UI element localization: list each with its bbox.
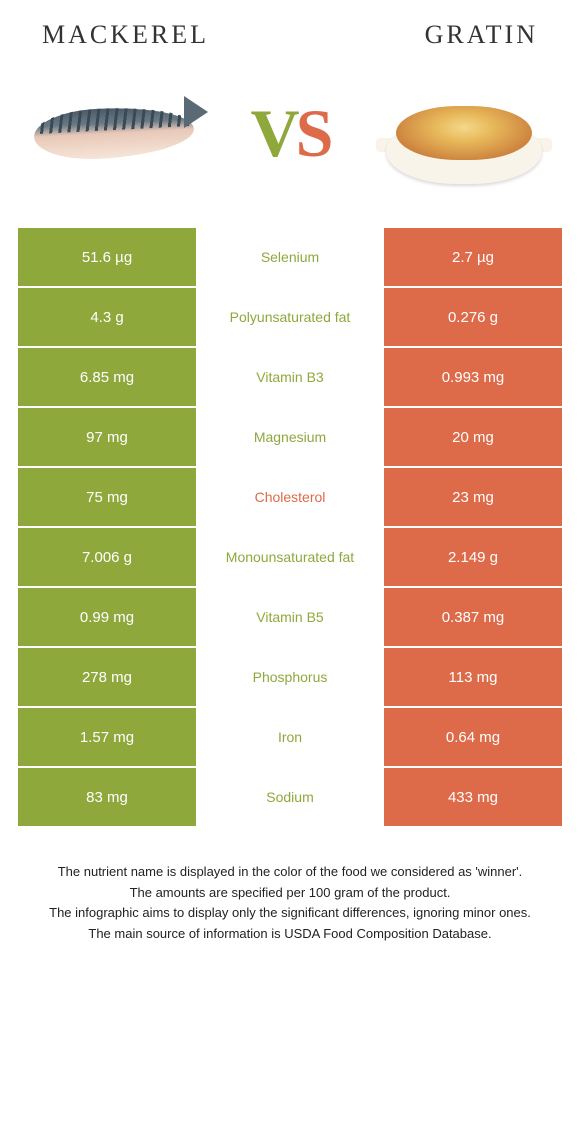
- food-left-title: Mackerel: [42, 20, 209, 50]
- nutrient-name: Phosphorus: [196, 648, 384, 706]
- food-right-title: Gratin: [425, 20, 538, 50]
- nutrient-name: Iron: [196, 708, 384, 766]
- footer-line: The amounts are specified per 100 gram o…: [38, 883, 542, 903]
- right-value: 113 mg: [384, 648, 562, 706]
- vs-label: VS: [251, 94, 330, 173]
- right-value: 2.149 g: [384, 528, 562, 586]
- nutrient-name: Cholesterol: [196, 468, 384, 526]
- nutrient-name: Sodium: [196, 768, 384, 826]
- right-value: 0.993 mg: [384, 348, 562, 406]
- left-value: 1.57 mg: [18, 708, 196, 766]
- table-row: 278 mgPhosphorus113 mg: [18, 648, 562, 706]
- title-row: Mackerel Gratin: [18, 20, 562, 68]
- right-value: 2.7 µg: [384, 228, 562, 286]
- footer-line: The main source of information is USDA F…: [38, 924, 542, 944]
- left-value: 4.3 g: [18, 288, 196, 346]
- vs-row: VS: [18, 68, 562, 228]
- footer-line: The nutrient name is displayed in the co…: [38, 862, 542, 882]
- table-row: 97 mgMagnesium20 mg: [18, 408, 562, 466]
- table-row: 75 mgCholesterol23 mg: [18, 468, 562, 526]
- left-value: 75 mg: [18, 468, 196, 526]
- right-value: 433 mg: [384, 768, 562, 826]
- nutrient-table: 51.6 µgSelenium2.7 µg4.3 gPolyunsaturate…: [18, 228, 562, 826]
- nutrient-name: Monounsaturated fat: [196, 528, 384, 586]
- right-value: 0.387 mg: [384, 588, 562, 646]
- left-value: 6.85 mg: [18, 348, 196, 406]
- nutrient-name: Polyunsaturated fat: [196, 288, 384, 346]
- table-row: 1.57 mgIron0.64 mg: [18, 708, 562, 766]
- footer-notes: The nutrient name is displayed in the co…: [18, 828, 562, 943]
- right-value: 0.276 g: [384, 288, 562, 346]
- nutrient-name: Vitamin B5: [196, 588, 384, 646]
- table-row: 6.85 mgVitamin B30.993 mg: [18, 348, 562, 406]
- table-row: 83 mgSodium433 mg: [18, 768, 562, 826]
- nutrient-name: Vitamin B3: [196, 348, 384, 406]
- table-row: 7.006 gMonounsaturated fat2.149 g: [18, 528, 562, 586]
- infographic-container: Mackerel Gratin VS 51.6 µgSelenium2.7 µg…: [0, 0, 580, 974]
- left-value: 0.99 mg: [18, 588, 196, 646]
- left-value: 7.006 g: [18, 528, 196, 586]
- left-value: 51.6 µg: [18, 228, 196, 286]
- table-row: 4.3 gPolyunsaturated fat0.276 g: [18, 288, 562, 346]
- nutrient-name: Magnesium: [196, 408, 384, 466]
- right-value: 0.64 mg: [384, 708, 562, 766]
- right-value: 20 mg: [384, 408, 562, 466]
- mackerel-image: [26, 78, 206, 188]
- footer-line: The infographic aims to display only the…: [38, 903, 542, 923]
- gratin-image: [374, 78, 554, 188]
- left-value: 83 mg: [18, 768, 196, 826]
- table-row: 51.6 µgSelenium2.7 µg: [18, 228, 562, 286]
- left-value: 278 mg: [18, 648, 196, 706]
- nutrient-name: Selenium: [196, 228, 384, 286]
- left-value: 97 mg: [18, 408, 196, 466]
- right-value: 23 mg: [384, 468, 562, 526]
- table-row: 0.99 mgVitamin B50.387 mg: [18, 588, 562, 646]
